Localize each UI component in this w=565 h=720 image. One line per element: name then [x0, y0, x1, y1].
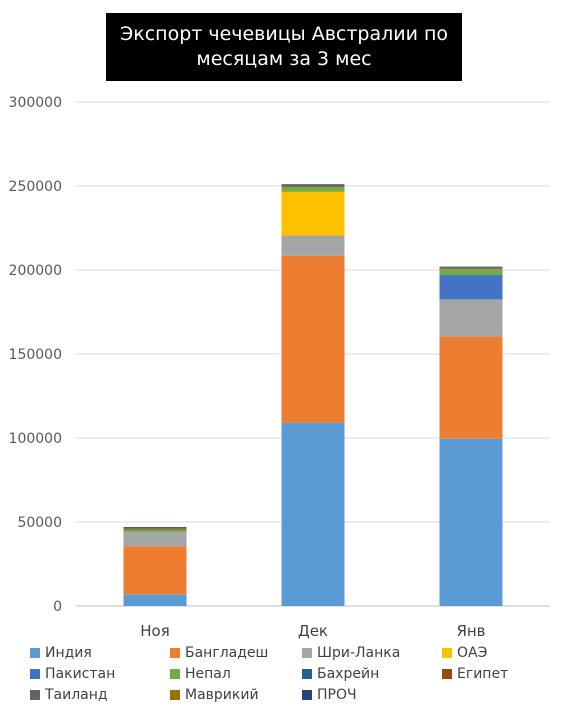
legend-label: ОАЭ: [457, 645, 488, 661]
legend-label: Таиланд: [45, 687, 108, 703]
bar-segment: [123, 527, 187, 528]
bar-segment: [439, 266, 503, 268]
bar-segment: [281, 235, 345, 256]
bar-segment: [281, 255, 345, 423]
legend-swatch: [30, 669, 40, 679]
legend-swatch: [442, 669, 452, 679]
y-tick-label: 300000: [9, 95, 62, 111]
bar-segment: [439, 269, 503, 276]
legend-swatch: [170, 690, 180, 700]
legend-swatch: [30, 690, 40, 700]
legend-label: Индия: [45, 645, 92, 661]
legend-swatch: [302, 690, 312, 700]
legend-item: Пакистан: [30, 666, 115, 682]
legend-label: Пакистан: [45, 666, 116, 682]
legend-swatch: [30, 648, 40, 658]
bar-segment: [281, 184, 345, 185]
legend-item: Бахрейн: [302, 666, 379, 682]
y-tick-label: 150000: [9, 347, 62, 363]
legend-label: Шри-Ланка: [317, 645, 401, 661]
bar-segment: [439, 336, 503, 439]
y-tick-label: 250000: [9, 179, 62, 195]
x-tick-label: Янв: [456, 622, 485, 640]
y-tick-label: 0: [53, 599, 62, 615]
x-tick-label: Ноя: [140, 622, 169, 640]
bar-segment: [281, 184, 345, 186]
chart-title: Экспорт чечевицы Австралии по месяцам за…: [106, 13, 462, 81]
y-tick-label: 50000: [17, 515, 62, 531]
legend-swatch: [170, 648, 180, 658]
legend-item: Маврикий: [170, 687, 259, 703]
bar-segment: [123, 532, 187, 547]
legend-item: Бангладеш: [170, 645, 268, 661]
bar-segment: [439, 299, 503, 337]
legend-item: ПРОЧ: [302, 687, 357, 703]
legend-item: Таиланд: [30, 687, 108, 703]
bar-segment: [123, 529, 187, 533]
bar-segment: [281, 191, 345, 236]
bar-segment: [439, 267, 503, 269]
bar-segment: [281, 186, 345, 187]
legend-item: Шри-Ланка: [302, 645, 400, 661]
legend-label: Египет: [457, 666, 509, 682]
bar-segment: [123, 594, 187, 606]
legend-swatch: [302, 669, 312, 679]
legend-label: Бангладеш: [185, 645, 269, 661]
legend-item: Непал: [170, 666, 231, 682]
chart-plot: 0 50000 100000 150000 200000 250000 300000 Ноя Д…: [9, 95, 550, 640]
bar-segment: [123, 527, 187, 529]
legend-item: Египет: [442, 666, 508, 682]
y-tick-label: 100000: [9, 431, 62, 447]
legend-label: Маврикий: [185, 687, 259, 703]
y-tick-label: 200000: [9, 263, 62, 279]
bar-segment: [439, 275, 503, 300]
bar-segment: [281, 422, 345, 606]
bar-segment: [123, 528, 187, 530]
legend-label: Бахрейн: [317, 666, 380, 682]
bar-segment: [439, 438, 503, 606]
legend-item: Индия: [30, 645, 92, 661]
legend-swatch: [170, 669, 180, 679]
legend-swatch: [302, 648, 312, 658]
x-tick-label: Дек: [298, 622, 328, 640]
legend-swatch: [442, 648, 452, 658]
bar-segment: [439, 268, 503, 270]
chart-title-text: Экспорт чечевицы Австралии по месяцам за…: [119, 23, 449, 70]
legend-label: ПРОЧ: [317, 687, 357, 703]
bar-segment: [281, 186, 345, 192]
bar-segment: [123, 546, 187, 595]
legend-item: ОАЭ: [442, 645, 487, 661]
legend-label: Непал: [185, 666, 231, 682]
